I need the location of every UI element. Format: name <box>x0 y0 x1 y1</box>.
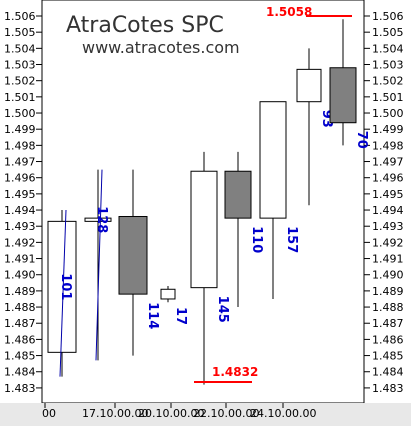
volume-label: 114 <box>145 302 160 329</box>
y-tick-label-right: 1.501 <box>372 91 404 104</box>
candle: 128 <box>84 169 112 361</box>
chart-title: AtraCotes SPC <box>66 13 224 38</box>
y-tick-label-right: 1.500 <box>372 107 404 120</box>
y-tick-label-left: 1.485 <box>4 350 36 363</box>
y-tick-label-right: 1.496 <box>372 172 404 185</box>
y-tick-label-right: 1.487 <box>372 317 404 330</box>
x-tick-label: 22.10.00.00 <box>193 407 259 420</box>
y-tick-label-right: 1.490 <box>372 269 404 282</box>
y-tick-label-left: 1.486 <box>4 333 36 346</box>
y-tick-label-right: 1.486 <box>372 333 404 346</box>
candle: 70 <box>329 19 369 149</box>
y-tick-label-left: 1.488 <box>4 301 36 314</box>
y-tick-label-right: 1.485 <box>372 350 404 363</box>
y-tick-label-left: 1.494 <box>4 204 36 217</box>
y-tick-label-left: 1.487 <box>4 317 36 330</box>
y-tick-label-right: 1.499 <box>372 123 404 136</box>
y-tick-label-left: 1.498 <box>4 139 36 152</box>
candle-body <box>224 170 252 219</box>
y-tick-label-right: 1.489 <box>372 285 404 298</box>
y-tick-label-right: 1.491 <box>372 253 404 266</box>
left-y-axis: 1.506 1.505 1.504 1.503 1.502 1.501 1.500 1.499… <box>4 10 42 395</box>
y-tick-label-left: 1.483 <box>4 382 36 395</box>
y-tick-label-left: 1.504 <box>4 42 36 55</box>
y-tick-label-right: 1.506 <box>372 10 404 23</box>
volume-label: 101 <box>58 273 73 300</box>
x-tick-label: 00 <box>42 407 56 420</box>
y-tick-label-left: 1.505 <box>4 26 36 39</box>
y-tick-label-right: 1.483 <box>372 382 404 395</box>
candle-trend-line <box>95 169 103 361</box>
x-tick-label: 20.10.00.00 <box>138 407 204 420</box>
candle-body <box>84 217 112 222</box>
y-tick-label-right: 1.495 <box>372 188 404 201</box>
y-tick-label-right: 1.503 <box>372 59 404 72</box>
y-tick-label-right: 1.498 <box>372 139 404 152</box>
candle: 17 <box>160 286 188 325</box>
y-tick-label-right: 1.488 <box>372 301 404 314</box>
candle-trend-line <box>59 210 67 377</box>
y-tick-label-left: 1.500 <box>4 107 36 120</box>
y-tick-label-right: 1.492 <box>372 236 404 249</box>
y-tick-label-left: 1.493 <box>4 220 36 233</box>
y-tick-label-left: 1.497 <box>4 156 36 169</box>
candle: 145 <box>190 151 230 385</box>
y-tick-label-left: 1.490 <box>4 269 36 282</box>
y-tick-label-right: 1.497 <box>372 156 404 169</box>
candle: 114 <box>118 169 160 356</box>
volume-label: 128 <box>94 206 109 233</box>
y-tick-label-right: 1.504 <box>372 42 404 55</box>
x-axis: 00 17.10.00.0020.10.00.0022.10.00.0024.10… <box>42 403 316 420</box>
y-tick-label-left: 1.506 <box>4 10 36 23</box>
low-marker-label: 1.4832 <box>212 365 258 379</box>
candle-body <box>160 288 176 300</box>
y-tick-label-left: 1.491 <box>4 253 36 266</box>
volume-label: 145 <box>215 296 230 323</box>
chart-subtitle: www.atracotes.com <box>82 38 240 57</box>
candle-body <box>118 216 148 295</box>
right-y-axis: 1.506 1.505 1.504 1.503 1.502 1.501 1.500 1.499… <box>364 10 404 395</box>
volume-label: 157 <box>284 226 299 253</box>
y-tick-label-right: 1.494 <box>372 204 404 217</box>
y-tick-label-left: 1.496 <box>4 172 36 185</box>
candle-body <box>329 67 357 124</box>
y-tick-label-left: 1.502 <box>4 75 36 88</box>
y-tick-label-left: 1.501 <box>4 91 36 104</box>
volume-label: 17 <box>173 307 188 325</box>
candle: 110 <box>224 151 264 308</box>
volume-label: 70 <box>354 131 369 149</box>
candle: 157 <box>259 101 299 299</box>
y-tick-label-left: 1.503 <box>4 59 36 72</box>
y-tick-label-left: 1.499 <box>4 123 36 136</box>
y-tick-label-right: 1.484 <box>372 366 404 379</box>
volume-label: 110 <box>249 226 264 253</box>
candle-body <box>296 68 322 103</box>
y-tick-label-right: 1.505 <box>372 26 404 39</box>
x-axis-bar <box>0 403 411 426</box>
x-tick-label: 24.10.00.00 <box>250 407 316 420</box>
y-tick-label-left: 1.495 <box>4 188 36 201</box>
annotations: 1.5058 1.4832 <box>194 5 352 383</box>
y-tick-label-right: 1.493 <box>372 220 404 233</box>
y-tick-label-left: 1.492 <box>4 236 36 249</box>
y-tick-label-left: 1.484 <box>4 366 36 379</box>
y-tick-label-left: 1.489 <box>4 285 36 298</box>
high-marker-label: 1.5058 <box>266 5 312 19</box>
candle: 101 <box>47 210 77 377</box>
x-tick-label: 17.10.00.00 <box>82 407 148 420</box>
y-tick-label-right: 1.502 <box>372 75 404 88</box>
candle-body <box>190 170 218 289</box>
candle-body <box>259 101 287 219</box>
